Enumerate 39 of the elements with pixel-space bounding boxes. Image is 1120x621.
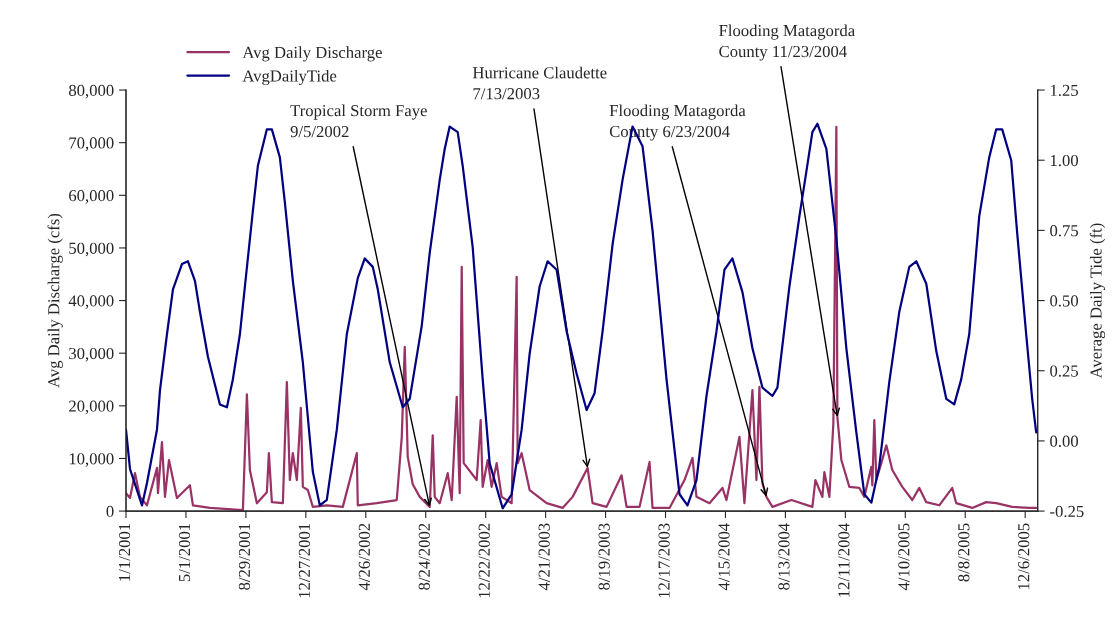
y-tick-label: 70,000 bbox=[69, 137, 114, 152]
annotation: Flooding Matagorda County 11/23/2004 bbox=[719, 24, 855, 61]
x-tick-label: 8/19/2003 bbox=[598, 523, 610, 590]
y-tick-label: 40,000 bbox=[68, 295, 114, 309]
x-tick-label: 12/17/2003 bbox=[658, 523, 670, 598]
y2-tick-label: 0.25 bbox=[1050, 365, 1078, 377]
y-axis-title: Avg Daily Discharge (cfs) bbox=[47, 213, 63, 388]
y2-axis-title: Average Daily Tide (ft) bbox=[1089, 223, 1106, 379]
y-tick-label: 50,000 bbox=[69, 242, 114, 257]
y2-tick-label: 0.75 bbox=[1050, 225, 1078, 237]
x-tick-label: 12/6/2005 bbox=[1018, 523, 1030, 590]
x-tick-label: 8/24/2002 bbox=[418, 523, 430, 590]
x-tick-label: 8/13/2004 bbox=[778, 523, 790, 590]
x-tick-label: 8/8/2005 bbox=[958, 523, 970, 582]
x-tick-label: 12/11/2004 bbox=[838, 523, 850, 597]
y2-tick-label: 0.00 bbox=[1050, 435, 1079, 447]
x-tick-label: 1/1/2001 bbox=[118, 523, 131, 581]
y2-tick-label: 1.25 bbox=[1050, 84, 1078, 97]
annotation: Tropical Storm Faye 9/5/2002 bbox=[290, 104, 427, 138]
y2-tick-label: -0.25 bbox=[1050, 505, 1084, 518]
x-tick-label: 4/15/2004 bbox=[718, 523, 730, 591]
x-tick-label: 12/27/2001 bbox=[298, 523, 311, 598]
y-tick-label: 30,000 bbox=[69, 347, 114, 362]
x-tick-label: 4/21/2003 bbox=[538, 523, 550, 591]
y-tick-label: 10,000 bbox=[69, 453, 114, 467]
y-tick-label: 60,000 bbox=[69, 190, 114, 204]
x-tick-label: 4/26/2002 bbox=[358, 523, 370, 591]
y-tick-label: 80,000 bbox=[69, 84, 114, 99]
y2-tick-label: 0.50 bbox=[1050, 295, 1079, 307]
x-tick-label: 4/10/2005 bbox=[898, 523, 910, 591]
x-tick-label: 5/1/2001 bbox=[178, 523, 191, 582]
y-tick-label: 20,000 bbox=[69, 400, 114, 415]
x-tick-label: 12/22/2002 bbox=[478, 523, 490, 598]
legend-label: Avg Daily Discharge bbox=[242, 46, 382, 62]
y-tick-label: 0 bbox=[106, 505, 114, 518]
y2-tick-label: 1.00 bbox=[1050, 154, 1079, 167]
x-tick-label: 8/29/2001 bbox=[238, 523, 251, 590]
legend-label: AvgDailyTide bbox=[242, 69, 337, 86]
annotation: Hurricane Claudette 7/13/2003 bbox=[472, 66, 607, 100]
